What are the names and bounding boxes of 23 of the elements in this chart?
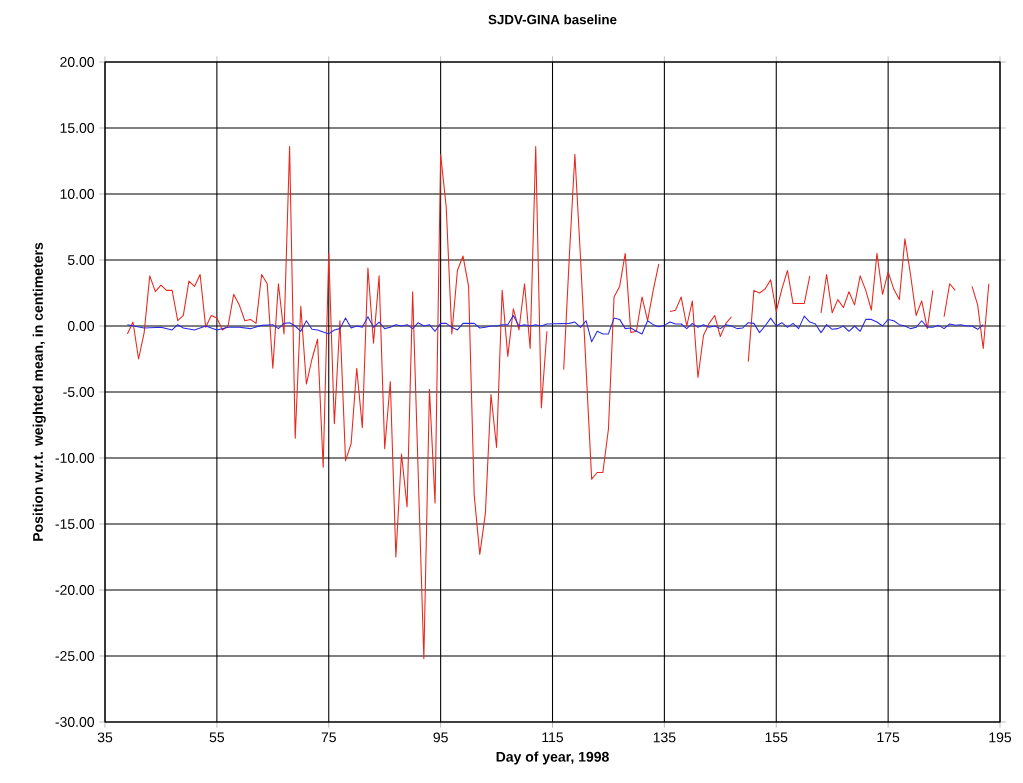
y-tick-label: -10.00 bbox=[55, 453, 95, 463]
x-tick-label: 75 bbox=[321, 732, 336, 743]
y-tick-label: 15.00 bbox=[60, 123, 95, 133]
x-tick-label: 35 bbox=[97, 732, 113, 743]
x-axis-title: Day of year, 1998 bbox=[496, 751, 609, 765]
y-tick-label: 10.00 bbox=[60, 189, 95, 199]
x-tick-label: 175 bbox=[877, 732, 900, 743]
y-tick-label: 0.00 bbox=[67, 321, 95, 331]
y-tick-label: -15.00 bbox=[55, 519, 95, 529]
x-tick-label: 95 bbox=[433, 732, 448, 743]
y-axis-title: Position w.r.t. weighted mean, in centimeters bbox=[32, 242, 46, 541]
x-tick-label: 115 bbox=[542, 732, 564, 743]
y-tick-label: -5.00 bbox=[63, 387, 95, 397]
y-tick-label: 20.00 bbox=[60, 57, 95, 67]
y-tick-label: -25.00 bbox=[55, 651, 95, 661]
y-tick-label: -20.00 bbox=[55, 585, 95, 595]
y-tick-label: 5.00 bbox=[67, 255, 95, 265]
y-tick-label: -30.00 bbox=[55, 717, 95, 727]
x-tick-label: 195 bbox=[989, 732, 1012, 743]
x-tick-label: 55 bbox=[209, 732, 225, 743]
chart-title: SJDV-GINA baseline bbox=[488, 14, 617, 25]
x-tick-label: 155 bbox=[765, 732, 788, 743]
x-tick-label: 135 bbox=[653, 732, 676, 743]
